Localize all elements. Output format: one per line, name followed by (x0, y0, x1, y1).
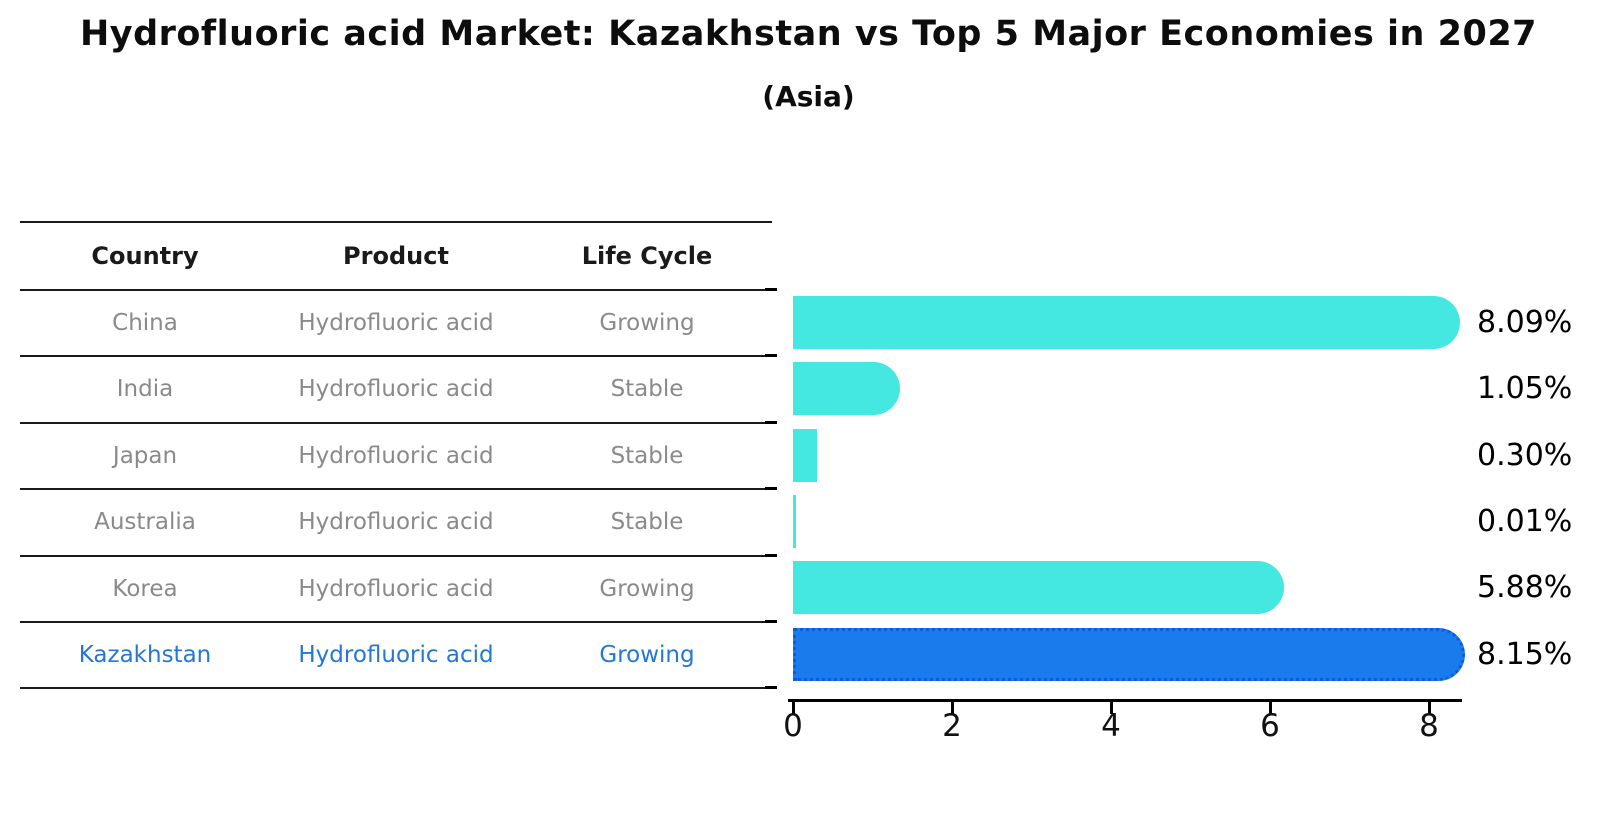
chart-title: Hydrofluoric acid Market: Kazakhstan vs … (79, 14, 1538, 54)
bar-india (793, 362, 901, 416)
x-axis-tick-label: 2 (942, 708, 962, 744)
table-cell-life-cycle: Stable (610, 442, 684, 469)
table-cell-country: Kazakhstan (78, 641, 212, 668)
table-cell-product: Hydrofluoric acid (298, 509, 494, 536)
table-cell-product: Hydrofluoric acid (298, 376, 494, 403)
x-axis-tick (1109, 702, 1113, 714)
x-axis-tick-label: 6 (1260, 708, 1280, 744)
table-body: China Hydrofluoric acid Growing India Hy… (20, 291, 772, 690)
table-cell-life-cycle: Growing (599, 575, 695, 602)
table-cell-life-cycle: Growing (599, 641, 695, 668)
bar-kazakhstan (793, 627, 1465, 681)
table-header-country: Country (91, 242, 199, 270)
x-axis-tick (1268, 702, 1272, 714)
bar-china (793, 295, 1461, 349)
table-cell-product: Hydrofluoric acid (298, 310, 494, 336)
bar-korea (793, 561, 1285, 615)
bar-value-label: 8.15% (1477, 636, 1573, 672)
y-axis-tick (765, 620, 777, 623)
bar-value-label: 0.30% (1477, 437, 1573, 473)
bar-value-label: 5.88% (1477, 570, 1573, 606)
y-axis-tick (765, 354, 777, 358)
table-row: India Hydrofluoric acid Stable (20, 357, 772, 424)
x-axis-tick-label: 0 (783, 708, 803, 744)
table-header-product: Product (343, 242, 449, 270)
y-axis-tick (765, 686, 777, 690)
y-axis-tick (765, 420, 777, 424)
bar-value-label: 1.05% (1477, 371, 1573, 407)
y-axis-tick (765, 288, 777, 291)
table-cell-country: Korea (112, 575, 178, 602)
country-table: Country Product Life Cycle China Hydrofl… (20, 221, 772, 690)
table-cell-product: Hydrofluoric acid (298, 641, 494, 668)
x-axis-tick (950, 702, 954, 714)
table-cell-country: Australia (94, 509, 196, 536)
x-axis-tick (1427, 702, 1431, 714)
table-cell-country: Japan (112, 442, 178, 469)
table-cell-life-cycle: Growing (599, 310, 695, 336)
table-row: Australia Hydrofluoric acid Stable (20, 490, 772, 557)
table-cell-life-cycle: Stable (610, 509, 684, 536)
bar-value-label: 0.01% (1477, 503, 1573, 539)
table-header-life-cycle: Life Cycle (581, 242, 713, 270)
x-axis-tick-label: 8 (1419, 708, 1439, 744)
table-cell-country: India (116, 376, 174, 403)
table-row: Japan Hydrofluoric acid Stable (20, 424, 772, 491)
table-row: Kazakhstan Hydrofluoric acid Growing (20, 623, 772, 690)
x-axis-tick-label: 4 (1101, 708, 1121, 744)
table-header-row: Country Product Life Cycle (20, 223, 772, 291)
bar-australia (793, 494, 796, 548)
table-cell-product: Hydrofluoric acid (298, 442, 494, 469)
table-row: China Hydrofluoric acid Growing (20, 291, 772, 358)
x-axis-tick (791, 702, 795, 714)
table-cell-country: China (112, 310, 178, 336)
y-axis-tick (765, 553, 777, 557)
table-row: Korea Hydrofluoric acid Growing (20, 557, 772, 623)
bar-value-label: 8.09% (1477, 304, 1573, 340)
chart-subtitle: (Asia) (762, 80, 855, 113)
table-cell-life-cycle: Stable (610, 376, 684, 403)
bar-japan (793, 428, 817, 482)
table-cell-product: Hydrofluoric acid (298, 575, 494, 602)
y-axis-tick (765, 487, 777, 491)
x-axis-line (788, 699, 1462, 702)
